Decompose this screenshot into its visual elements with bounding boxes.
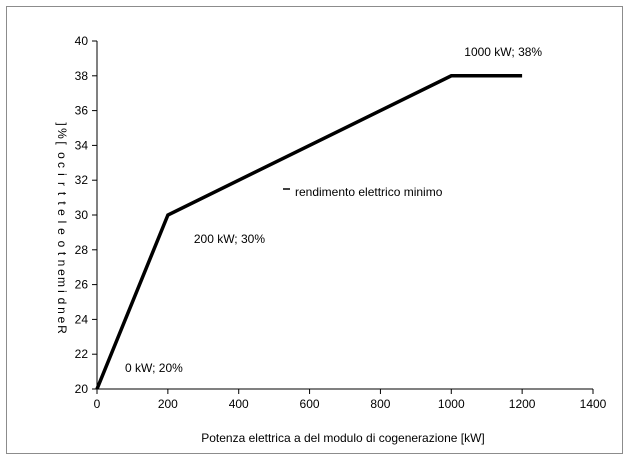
y-axis-title-glyph: ] bbox=[55, 122, 69, 125]
y-axis-title-glyph: l bbox=[55, 221, 69, 224]
x-tick-label: 400 bbox=[229, 397, 249, 411]
y-axis-title-glyph: m bbox=[55, 277, 69, 287]
data-label: 1000 kW; 38% bbox=[464, 45, 542, 59]
x-tick-label: 1000 bbox=[438, 397, 465, 411]
y-axis-title-glyph: n bbox=[55, 307, 69, 314]
y-tick-label: 34 bbox=[75, 138, 89, 152]
x-axis-title: Potenza elettrica a del modulo di cogene… bbox=[201, 431, 485, 445]
y-axis-title-glyph: e bbox=[55, 228, 69, 235]
chart-frame bbox=[6, 6, 623, 454]
y-axis-title-glyph: R bbox=[55, 325, 69, 334]
legend: rendimento elettrico minimo bbox=[283, 185, 443, 199]
data-label: 0 kW; 20% bbox=[125, 361, 183, 375]
y-tick-label: 28 bbox=[75, 243, 89, 257]
y-tick-label: 24 bbox=[75, 312, 89, 326]
y-tick-label: 36 bbox=[75, 104, 89, 118]
y-tick-label: 30 bbox=[75, 208, 89, 222]
x-tick-label: 600 bbox=[300, 397, 320, 411]
y-axis-title-glyph: r bbox=[55, 182, 69, 186]
x-tick-label: 1200 bbox=[509, 397, 536, 411]
y-axis-title-glyph: i bbox=[55, 173, 69, 176]
y-axis-title-glyph: e bbox=[55, 317, 69, 324]
x-tick-label: 1400 bbox=[580, 397, 607, 411]
y-axis-title-glyph: e bbox=[55, 269, 69, 276]
y-axis-title-glyph: o bbox=[55, 241, 69, 248]
y-axis-title-glyph: t bbox=[55, 252, 69, 256]
x-tick-label: 200 bbox=[158, 397, 178, 411]
y-axis-title-glyph: i bbox=[55, 290, 69, 293]
y-tick-label: 40 bbox=[75, 34, 89, 48]
y-axis-title-glyph: t bbox=[55, 192, 69, 196]
y-tick-label: 32 bbox=[75, 173, 89, 187]
y-axis-title-glyph: t bbox=[55, 201, 69, 205]
y-tick-label: 20 bbox=[75, 382, 89, 396]
y-axis-title-glyph: e bbox=[55, 209, 69, 216]
y-axis-title-glyph: [ bbox=[55, 141, 69, 145]
series-layer bbox=[95, 74, 523, 390]
series-line bbox=[95, 74, 523, 390]
y-tick-label: 38 bbox=[75, 69, 89, 83]
y-axis-title-glyph: o bbox=[55, 152, 69, 159]
legend-label: rendimento elettrico minimo bbox=[295, 185, 443, 199]
data-label: 200 kW; 30% bbox=[194, 232, 265, 246]
x-tick-label: 800 bbox=[370, 397, 390, 411]
y-axis-title-glyph: n bbox=[55, 260, 69, 267]
y-axis-title-glyph: d bbox=[55, 298, 69, 305]
y-axis-title-glyph: c bbox=[55, 162, 69, 168]
y-tick-label: 22 bbox=[75, 347, 89, 361]
annotations: 0 kW; 20% 200 kW; 30% 1000 kW; 38% bbox=[125, 45, 542, 375]
x-tick-label: 0 bbox=[94, 397, 101, 411]
y-tick-label: 26 bbox=[75, 278, 89, 292]
y-axis-title-glyph: % bbox=[55, 128, 69, 139]
